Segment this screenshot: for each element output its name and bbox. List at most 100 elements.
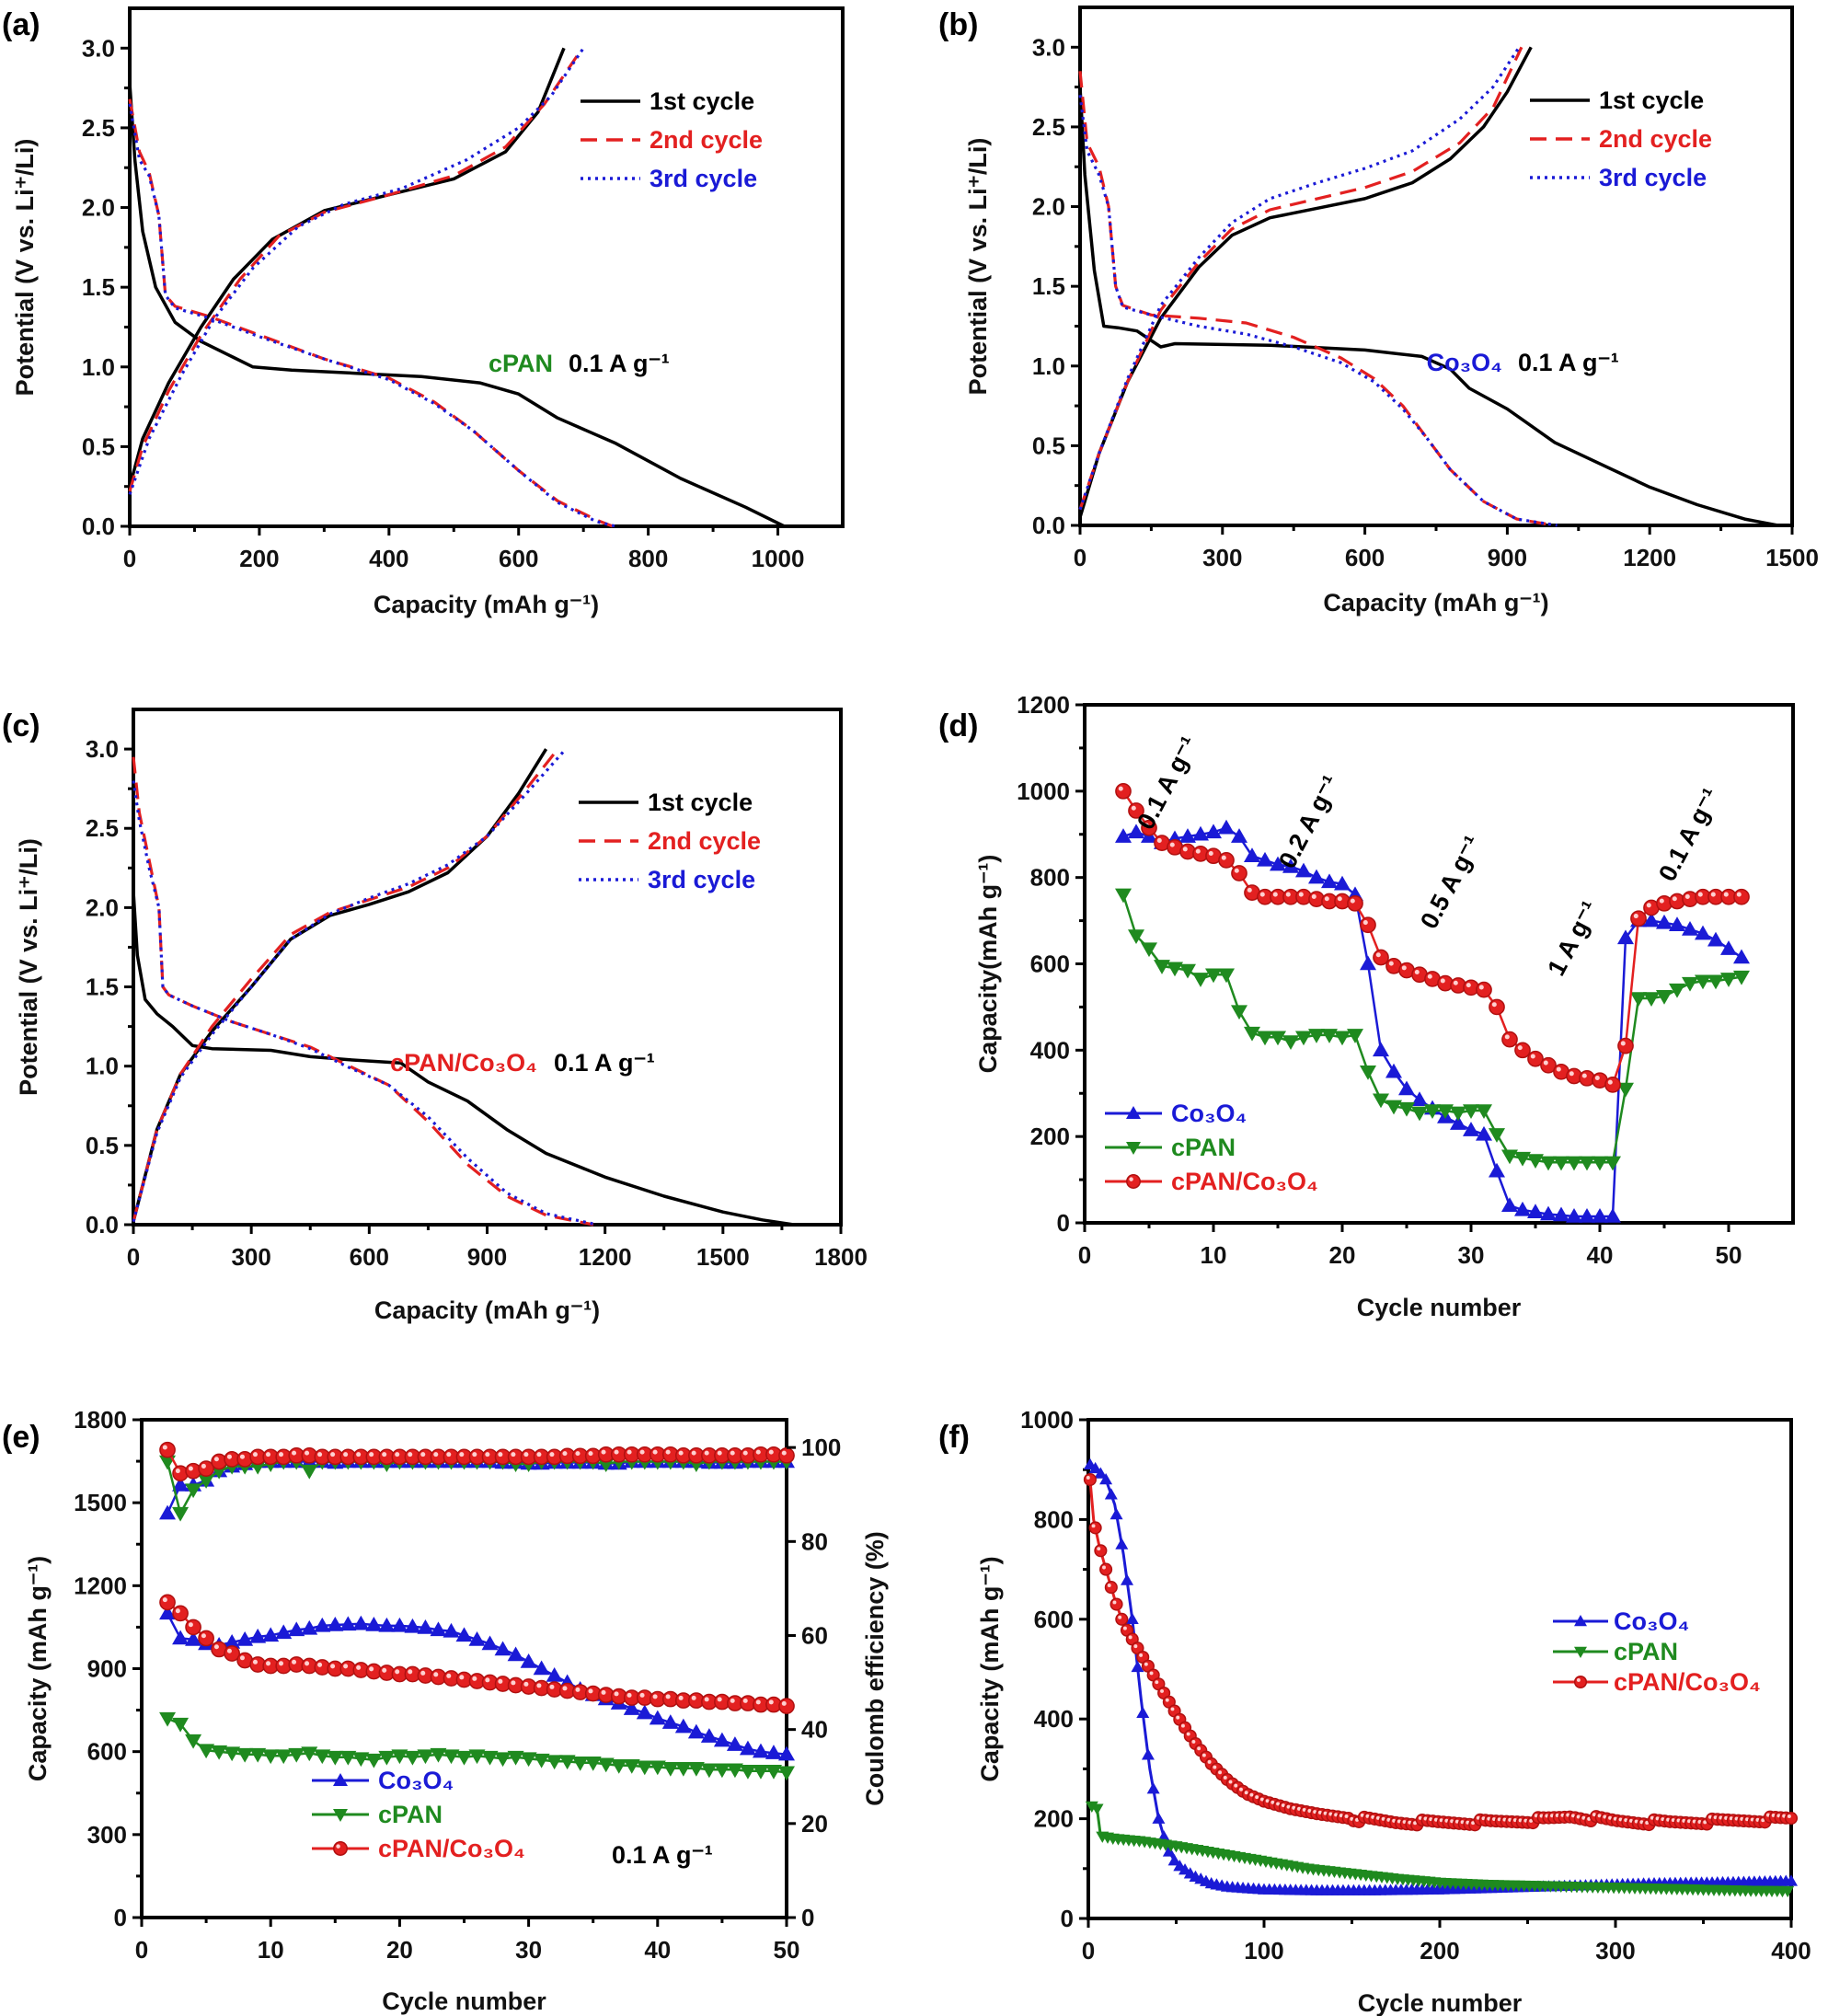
series-3-point-highlight: [1223, 1775, 1227, 1780]
series-3-point-highlight: [1376, 1815, 1380, 1820]
series-3-point-highlight: [1234, 868, 1239, 873]
series-3-point-highlight: [1710, 892, 1716, 897]
y-tick-label: 2.5: [86, 814, 119, 842]
series-3-point-highlight: [1592, 1813, 1596, 1817]
panel-label: (c): [2, 708, 40, 743]
series-3-point-highlight: [1624, 1818, 1628, 1823]
series-2-point: [314, 1749, 331, 1765]
series-1-point: [1125, 1612, 1139, 1625]
rate-label: 0.1 A g⁻¹: [612, 1841, 713, 1869]
series-1-point: [494, 1641, 512, 1656]
legend-marker-3: [1573, 1675, 1588, 1689]
series-1-point: [1489, 1162, 1505, 1178]
x-tick-label: 20: [1329, 1241, 1356, 1269]
series-1-point: [1179, 828, 1196, 843]
y-tick-label: 200: [1034, 1805, 1074, 1833]
series-2-point: [507, 1750, 524, 1766]
series-2-discharge-curve: [132, 756, 594, 1227]
panel-label: (b): [938, 7, 978, 42]
panel-d-rate-capability: 0 10 20 30 40 50 0 200 400 600 800 1000 1200 (d) Cycle…: [938, 691, 1795, 1321]
series-1-point: [520, 1653, 537, 1668]
series-6-point-highlight: [213, 1457, 219, 1462]
series-3-point-highlight: [1594, 1075, 1600, 1080]
series-3-point-highlight: [1156, 837, 1162, 843]
series-3-point-highlight: [175, 1608, 180, 1614]
series-3-point-highlight: [1401, 965, 1407, 971]
series-6-point-highlight: [730, 1450, 735, 1456]
series-2-point: [1218, 968, 1235, 984]
series-2-point: [1167, 962, 1183, 977]
series-1-point: [1360, 955, 1376, 971]
series-1-point: [1592, 1207, 1608, 1223]
series-6-point-highlight: [446, 1452, 452, 1457]
series-3-point-highlight: [356, 1665, 362, 1670]
x-tick-label: 1000: [752, 545, 805, 572]
series-2-point: [765, 1764, 782, 1780]
series-1-point: [1244, 847, 1260, 862]
series-1-point: [1104, 1488, 1118, 1500]
series-3-point: [172, 1605, 189, 1622]
series-3-point-highlight: [420, 1670, 426, 1676]
series-1-point: [327, 1617, 344, 1631]
series-2-point: [661, 1761, 679, 1777]
current-density-label: 0.5 A g⁻¹: [1415, 831, 1487, 933]
series-3-point-highlight: [485, 1677, 490, 1683]
series-3-point: [778, 1698, 795, 1714]
series-6-point: [159, 1441, 176, 1458]
series-6-point-highlight: [317, 1452, 323, 1457]
series-3-point-highlight: [1440, 978, 1445, 984]
series-2-point: [1115, 888, 1132, 904]
series-3-point-highlight: [730, 1698, 735, 1703]
series-3-point-highlight: [665, 1694, 671, 1699]
series-3-point: [1083, 1472, 1097, 1487]
series-1-point: [1121, 1573, 1134, 1585]
series-1-point: [185, 1630, 202, 1646]
series-3-point-highlight: [1613, 1816, 1617, 1821]
rate-label: 0.1 A g⁻¹: [1518, 349, 1619, 376]
series-3-point-highlight: [1697, 892, 1703, 897]
series-2-discharge-curve: [128, 98, 614, 528]
legend-marker-3: [333, 1841, 348, 1856]
series-2-point: [558, 1755, 576, 1770]
series-3-point-highlight: [1427, 973, 1432, 979]
series-1-point: [417, 1619, 434, 1634]
y-right-tick-label: 20: [801, 1810, 828, 1837]
series-2-point: [1489, 1128, 1505, 1143]
series-2-point: [224, 1746, 241, 1762]
series-2-point: [1540, 1156, 1557, 1171]
series-3-point-highlight: [1618, 1817, 1623, 1822]
series-3-point-highlight: [305, 1661, 310, 1666]
series-3-point-highlight: [639, 1692, 645, 1698]
series-2-charge-curve: [128, 55, 579, 492]
series-3-point: [198, 1630, 214, 1647]
series-2-point: [1463, 1104, 1479, 1120]
series-3-point-highlight: [1581, 1815, 1586, 1820]
series-1-point: [1501, 1197, 1518, 1212]
x-tick-label: 0: [127, 1243, 140, 1271]
series-6-point-highlight: [162, 1445, 167, 1450]
series-6-point-highlight: [742, 1450, 748, 1456]
series-6-point-highlight: [292, 1450, 297, 1456]
x-tick-label: 900: [1488, 544, 1527, 571]
series-1-point: [778, 1745, 795, 1761]
series-1-discharge-curve: [128, 83, 786, 528]
series-2-point: [584, 1756, 602, 1771]
y-tick-label: 1.5: [86, 973, 119, 1001]
series-3-point-highlight: [1629, 1818, 1633, 1823]
y-tick-label: 1200: [1017, 691, 1070, 719]
y-tick-label: 0.5: [82, 432, 115, 460]
y-axis-title: Potential (V vs. Li⁺/Li): [11, 139, 39, 397]
y-tick-label: 300: [87, 1821, 127, 1849]
series-3-point-highlight: [1672, 896, 1677, 902]
series-3-point-highlight: [1639, 1820, 1644, 1825]
series-2-point: [1270, 1031, 1286, 1046]
series-2-point: [1257, 1031, 1273, 1046]
series-3-point-highlight: [252, 1659, 259, 1665]
series-3-point-highlight: [1118, 786, 1123, 791]
series-3-point: [1094, 1544, 1108, 1558]
series-3-point-highlight: [627, 1692, 632, 1698]
series-2-point: [1411, 1106, 1428, 1122]
series-2-point: [417, 1749, 434, 1765]
series-2-point: [1604, 1156, 1621, 1171]
series-3-point-highlight: [1350, 1816, 1354, 1821]
